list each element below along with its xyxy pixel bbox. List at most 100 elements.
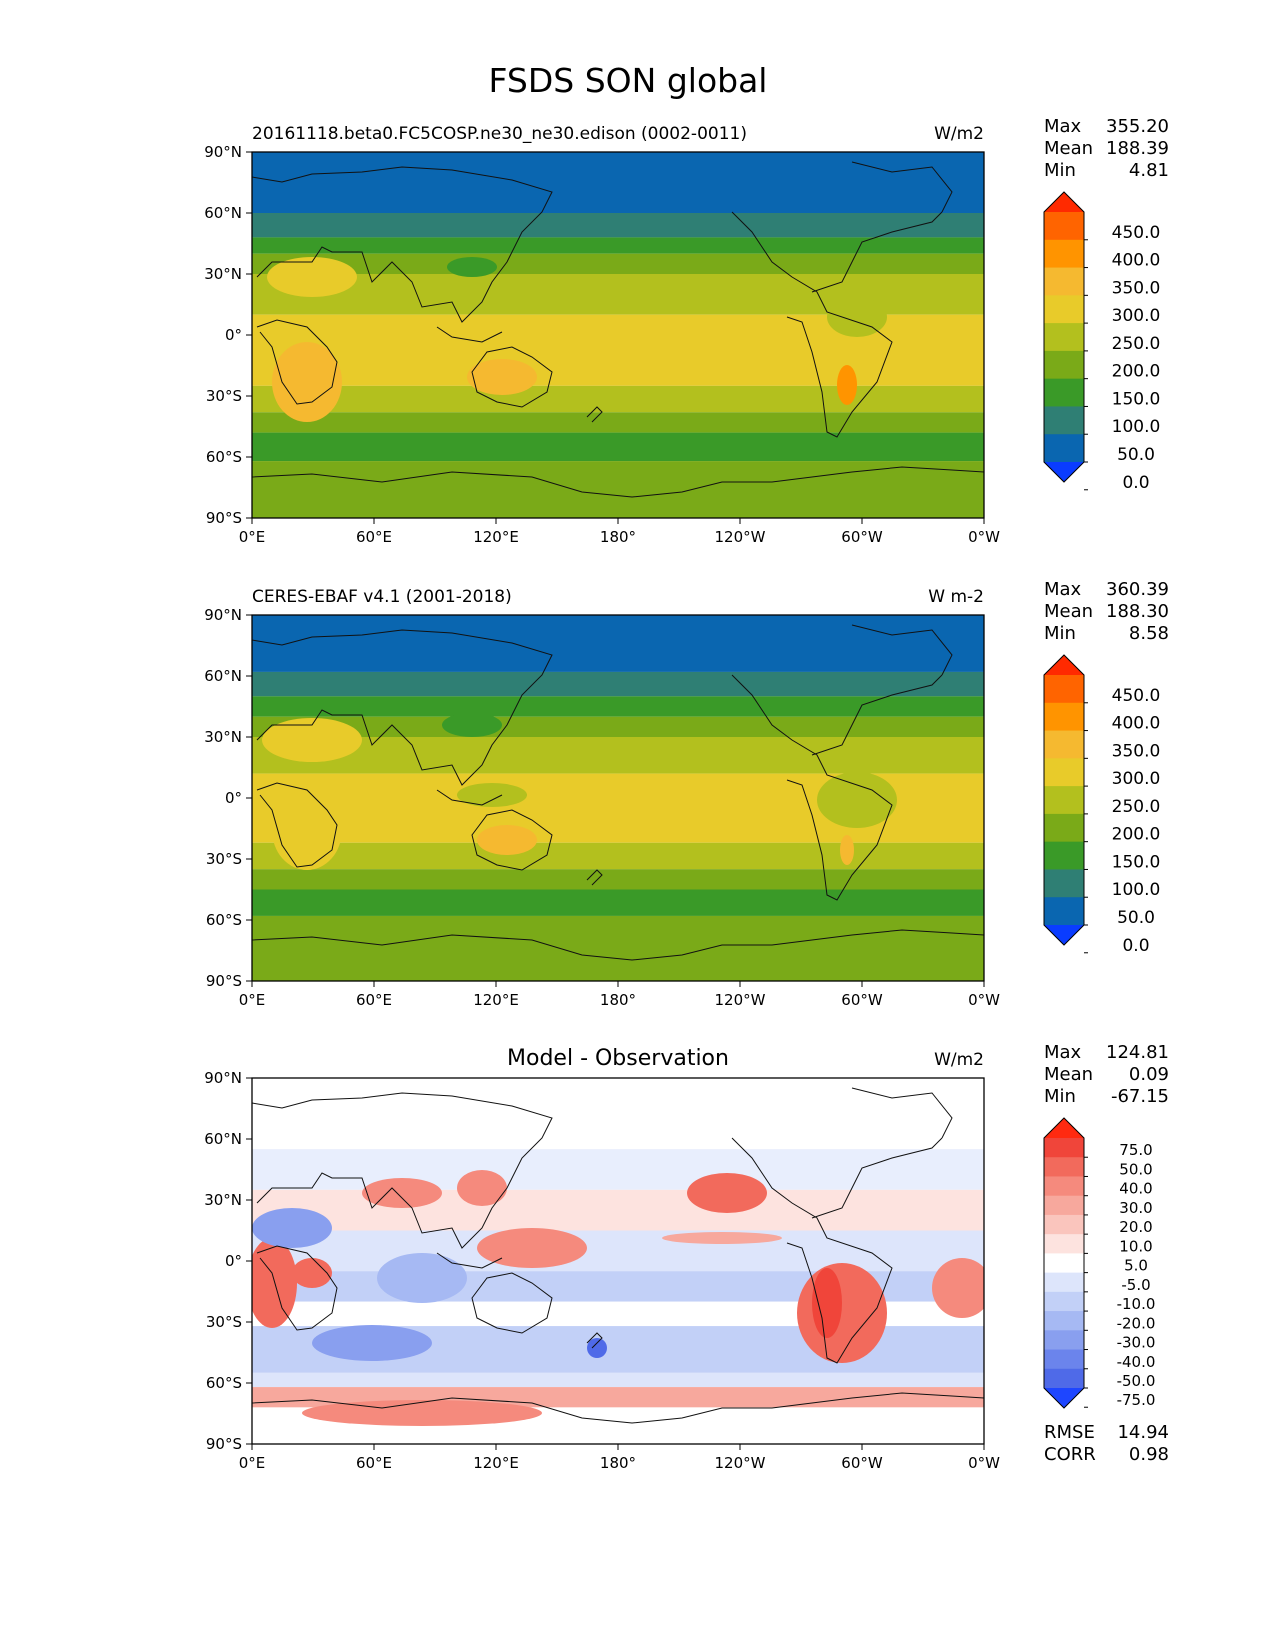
- new-zealand-negative: [587, 1338, 607, 1358]
- field-band-2: [252, 696, 984, 717]
- colorbar-segment: [1044, 378, 1084, 407]
- coastline-4: [731, 674, 893, 901]
- stat-mean-value: 0.09: [1129, 1064, 1169, 1085]
- stat-min-value: -67.15: [1111, 1086, 1169, 1107]
- coastline-4: [731, 211, 893, 438]
- africa-positive: [292, 1258, 332, 1288]
- coastline-5: [811, 1137, 943, 1219]
- colorbar-segment: [1044, 1157, 1084, 1177]
- coastline-1: [256, 1245, 338, 1331]
- australia-anomaly: [477, 825, 537, 855]
- y-tick-label: 60°S: [206, 1374, 242, 1392]
- colorbar-label: 200.0: [1112, 362, 1161, 382]
- colorbar-label: 50.0: [1119, 1160, 1152, 1178]
- colorbar-extend-bottom: [1044, 925, 1084, 945]
- coastline-2: [471, 1272, 553, 1334]
- panel-units: W/m2: [934, 1050, 984, 1070]
- colorbar-label: 5.0: [1124, 1257, 1148, 1275]
- y-tick-label: 60°S: [206, 448, 242, 466]
- stat-max-label: Max: [1044, 1042, 1082, 1063]
- map-anomalies: [252, 1170, 984, 1426]
- colorbar-segment: [1044, 758, 1084, 787]
- field-band-3: [252, 716, 984, 737]
- field-band-8: [252, 432, 984, 462]
- y-tick-label: 60°S: [206, 911, 242, 929]
- y-axis: 90°N 60°N 30°N 0° 30°S 60°S 90°S: [204, 143, 252, 527]
- x-tick-label: 0°W: [968, 528, 1000, 546]
- x-tick-label: 0°E: [239, 991, 266, 1009]
- coastlines: [252, 624, 984, 961]
- y-tick-label: 90°S: [206, 972, 242, 990]
- coastline-7: [252, 466, 984, 498]
- colorbar-label: 350.0: [1112, 278, 1161, 298]
- colorbar-segment: [1044, 434, 1084, 463]
- colorbar-label: 50.0: [1117, 445, 1155, 465]
- y-axis: 90°N 60°N 30°N 0° 30°S 60°S 90°S: [204, 1069, 252, 1453]
- colorbar-label: -5.0: [1121, 1276, 1150, 1294]
- stat-corr-value: 0.98: [1129, 1444, 1169, 1465]
- stat-min-value: 4.81: [1129, 160, 1169, 181]
- colorbar-segment: [1044, 1195, 1084, 1216]
- south-america-positive: [797, 1263, 887, 1363]
- panel-title: 20161118.beta0.FC5COSP.ne30_ne30.edison …: [252, 124, 747, 144]
- field-band-1: [252, 671, 984, 697]
- x-tick-label: 180°: [600, 991, 636, 1009]
- y-tick-label: 90°N: [204, 1069, 242, 1087]
- stat-mean-label: Mean: [1044, 601, 1093, 622]
- field-band-0: [252, 615, 984, 672]
- y-tick-label: 60°N: [204, 204, 242, 222]
- stat-min-value: 8.58: [1129, 623, 1169, 644]
- tibet-anomaly: [442, 713, 502, 737]
- colorbar-extend-bottom: [1044, 462, 1084, 482]
- colorbar-label: -10.0: [1117, 1295, 1156, 1313]
- field-band-3: [252, 1230, 984, 1272]
- x-tick-label: 120°W: [715, 1454, 766, 1472]
- y-tick-label: 30°N: [204, 265, 242, 283]
- colorbar-label: -75.0: [1117, 1391, 1156, 1409]
- colorbar-segment: [1044, 350, 1084, 380]
- stat-max-label: Max: [1044, 579, 1082, 600]
- coastline-0: [252, 629, 553, 786]
- stat-rmse-label: RMSE: [1044, 1422, 1095, 1443]
- indian-ocean-negative: [377, 1253, 467, 1303]
- field-band-1: [252, 1149, 984, 1190]
- colorbar-segment: [1044, 730, 1084, 759]
- stat-max-value: 124.81: [1106, 1042, 1169, 1063]
- x-tick-label: 120°W: [715, 528, 766, 546]
- colorbar-segment: [1044, 1214, 1084, 1235]
- colorbar-segment: [1044, 267, 1084, 296]
- colorbar-label: 200.0: [1112, 825, 1161, 845]
- stat-max-value: 360.39: [1106, 579, 1169, 600]
- colorbar-label: -40.0: [1117, 1353, 1156, 1371]
- panel-title: Model - Observation: [507, 1046, 729, 1071]
- coastline-3: [436, 789, 503, 806]
- stat-min-label: Min: [1044, 623, 1076, 644]
- australia-anomaly: [467, 359, 537, 395]
- coastline-3: [436, 326, 503, 343]
- y-tick-label: 30°S: [206, 850, 242, 868]
- colorbar-segment: [1044, 1176, 1084, 1197]
- panel-model: 20161118.beta0.FC5COSP.ne30_ne30.edison …: [204, 116, 1169, 546]
- x-tick-label: 0°E: [239, 1454, 266, 1472]
- stat-min-label: Min: [1044, 160, 1076, 181]
- y-tick-label: 0°: [225, 789, 242, 807]
- y-tick-label: 90°N: [204, 143, 242, 161]
- colorbar-label: 300.0: [1112, 306, 1161, 326]
- coastline-8: [586, 869, 603, 886]
- coastline-2: [471, 346, 553, 408]
- x-tick-label: 120°E: [473, 991, 519, 1009]
- southern-africa-anomaly: [272, 790, 342, 870]
- x-tick-label: 180°: [600, 528, 636, 546]
- coastline-0: [252, 166, 553, 323]
- field-band-6: [252, 385, 984, 413]
- stat-rmse-value: 14.94: [1117, 1422, 1169, 1443]
- map-field: [252, 615, 984, 981]
- stat-max-label: Max: [1044, 116, 1082, 137]
- coastline-5: [811, 674, 943, 756]
- x-tick-label: 60°E: [356, 1454, 392, 1472]
- x-tick-label: 0°W: [968, 991, 1000, 1009]
- colorbar-segment: [1044, 1291, 1084, 1312]
- amazon-anomaly: [817, 772, 897, 828]
- x-tick-label: 120°E: [473, 528, 519, 546]
- colorbar-segment: [1044, 869, 1084, 898]
